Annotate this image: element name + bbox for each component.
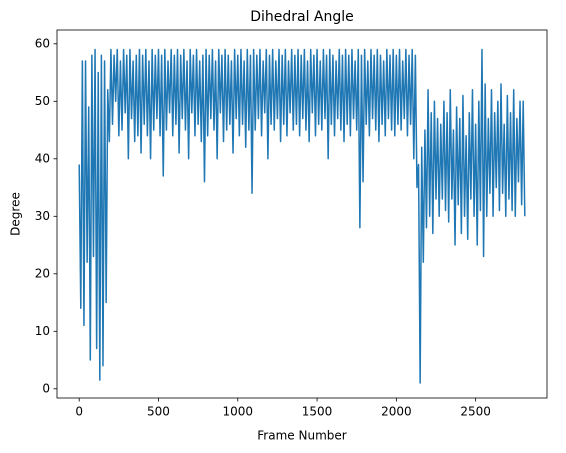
y-tick-label: 20: [35, 266, 50, 280]
x-tick-label: 2000: [381, 405, 412, 419]
plot-frame: [56, 29, 548, 399]
x-tick-label: 0: [75, 405, 83, 419]
y-tick-label: 30: [35, 209, 50, 223]
x-tick-label: 2500: [460, 405, 491, 419]
x-tick-label: 1000: [223, 405, 254, 419]
y-axis-label: Degree: [9, 192, 23, 236]
x-tick-label: 500: [147, 405, 170, 419]
x-axis-label: Frame Number: [257, 429, 346, 443]
data-line: [78, 48, 526, 384]
y-tick-label: 0: [42, 381, 50, 395]
y-tick-label: 40: [35, 151, 50, 165]
x-tick-label: 1500: [302, 405, 333, 419]
chart-title: Dihedral Angle: [250, 9, 354, 25]
y-tick-label: 60: [35, 36, 50, 50]
y-tick-label: 50: [35, 94, 50, 108]
y-tick-label: 10: [35, 324, 50, 338]
